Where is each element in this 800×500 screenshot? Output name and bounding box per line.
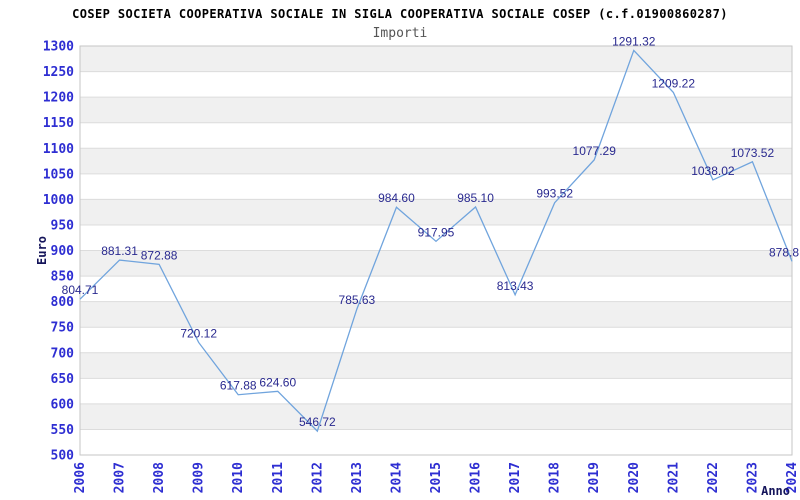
plot-band bbox=[80, 301, 792, 328]
y-tick-label: 700 bbox=[51, 346, 75, 361]
y-tick-label: 1000 bbox=[43, 193, 74, 208]
y-axis-title: Euro bbox=[35, 236, 49, 265]
y-tick-label: 650 bbox=[51, 372, 75, 387]
plot-band bbox=[80, 276, 792, 302]
x-tick-label: 2013 bbox=[350, 462, 365, 493]
chart-subtitle: Importi bbox=[372, 26, 428, 41]
x-tick-label: 2007 bbox=[113, 462, 128, 493]
x-tick-label: 2019 bbox=[587, 462, 602, 493]
plot-band bbox=[80, 122, 792, 149]
y-tick-label: 1050 bbox=[43, 167, 74, 182]
plot-band bbox=[80, 327, 792, 353]
x-tick-label: 2011 bbox=[271, 462, 286, 493]
data-point-label: 804.71 bbox=[62, 283, 99, 297]
x-tick-label: 2017 bbox=[508, 462, 523, 493]
plot-band bbox=[80, 173, 792, 200]
x-tick-label: 2010 bbox=[231, 462, 246, 493]
y-tick-label: 800 bbox=[51, 295, 75, 310]
y-tick-label: 1300 bbox=[43, 40, 74, 55]
x-tick-label: 2022 bbox=[706, 462, 721, 493]
data-line bbox=[79, 49, 793, 433]
x-tick-label: 2014 bbox=[389, 462, 404, 493]
x-tick-label: 2020 bbox=[627, 462, 642, 493]
data-point-label: 617.88 bbox=[220, 379, 257, 393]
plot-band bbox=[80, 378, 792, 404]
data-point-label: 624.60 bbox=[259, 375, 296, 389]
y-tick-label: 1200 bbox=[43, 91, 74, 106]
data-point-label: 546.72 bbox=[299, 415, 336, 429]
x-tick-label: 2009 bbox=[192, 462, 207, 493]
plot-band bbox=[80, 148, 792, 174]
y-tick-label: 600 bbox=[51, 397, 75, 412]
plot-band bbox=[80, 352, 792, 379]
x-tick-label: 2024 bbox=[785, 462, 800, 493]
y-tick-label: 1250 bbox=[43, 65, 74, 80]
x-tick-label: 2008 bbox=[152, 462, 167, 493]
data-point-label: 917.95 bbox=[418, 225, 455, 239]
plot-band bbox=[80, 199, 792, 225]
plot-band bbox=[80, 97, 792, 123]
data-point-label: 1077.29 bbox=[573, 144, 617, 158]
y-tick-label: 950 bbox=[51, 218, 75, 233]
y-tick-label: 900 bbox=[51, 244, 75, 259]
data-point-label: 813.43 bbox=[497, 279, 534, 293]
data-point-label: 1073.52 bbox=[731, 146, 775, 160]
plot-band bbox=[80, 46, 792, 72]
data-point-label: 881.31 bbox=[101, 244, 138, 258]
x-axis-title: Anno bbox=[761, 484, 790, 498]
y-tick-label: 500 bbox=[51, 449, 75, 464]
chart-title: COSEP SOCIETA COOPERATIVA SOCIALE IN SIG… bbox=[72, 7, 728, 21]
y-tick-label: 550 bbox=[51, 423, 75, 438]
x-tick-label: 2023 bbox=[745, 462, 760, 493]
x-tick-label: 2018 bbox=[548, 462, 563, 493]
plot-band bbox=[80, 250, 792, 277]
data-point-label: 1291.32 bbox=[612, 34, 656, 48]
plot-border bbox=[79, 45, 793, 456]
data-point-label: 984.60 bbox=[378, 191, 415, 205]
x-tick-label: 2021 bbox=[666, 462, 681, 493]
data-point-label: 872.88 bbox=[141, 248, 178, 262]
plot-band bbox=[80, 224, 792, 251]
x-tick-label: 2015 bbox=[429, 462, 444, 493]
plot-band bbox=[80, 403, 792, 430]
x-tick-label: 2006 bbox=[73, 462, 88, 493]
y-tick-label: 850 bbox=[51, 270, 75, 285]
y-tick-label: 1100 bbox=[43, 142, 74, 157]
data-point-label: 720.12 bbox=[180, 326, 217, 340]
data-point-label: 785.63 bbox=[339, 293, 376, 307]
data-point-label: 1209.22 bbox=[652, 76, 696, 90]
data-point-label: 878.8 bbox=[769, 245, 799, 259]
x-tick-label: 2016 bbox=[469, 462, 484, 493]
y-tick-label: 750 bbox=[51, 321, 75, 336]
data-point-label: 1038.02 bbox=[691, 164, 735, 178]
x-tick-label: 2012 bbox=[310, 462, 325, 493]
plot-band bbox=[80, 429, 792, 455]
data-point-label: 985.10 bbox=[457, 191, 494, 205]
data-point-label: 993.52 bbox=[536, 187, 573, 201]
y-tick-label: 1150 bbox=[43, 116, 74, 131]
